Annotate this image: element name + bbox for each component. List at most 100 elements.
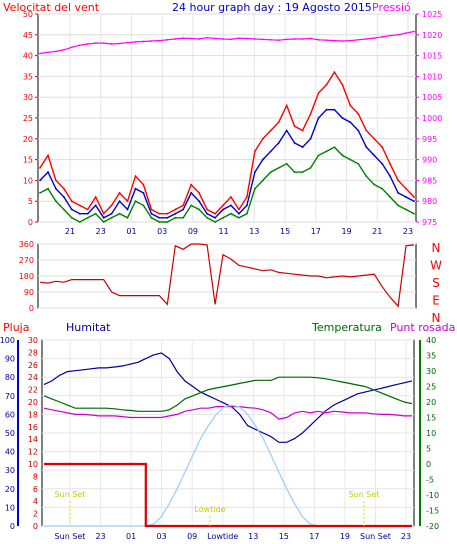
series-point (285, 162, 288, 165)
humidity-tick-label: 60 (5, 410, 15, 419)
x-tick-label: 23 (96, 227, 106, 236)
series-point (341, 117, 344, 119)
series-point (142, 183, 145, 186)
x-tick-label: 21 (65, 227, 75, 236)
y-right-tick-label: 1005 (422, 93, 442, 102)
series-point (373, 37, 376, 39)
series-point (198, 208, 201, 211)
temp-tick-label: 40 (426, 336, 436, 345)
y-right-tick-label: 1025 (422, 10, 442, 19)
series-point (134, 200, 137, 203)
humidity-tick-label: 80 (5, 373, 15, 382)
series-point (309, 167, 312, 169)
series-point (397, 204, 399, 207)
series-point (78, 204, 81, 207)
series-point (389, 162, 391, 165)
y-tick-label: 50 (23, 10, 33, 19)
dir-tick-label: 180 (19, 272, 34, 281)
x-tick-label: 17 (311, 227, 321, 236)
series-point (405, 208, 407, 211)
series-point (261, 158, 264, 161)
series-point (206, 36, 209, 39)
x-tick-label: 23 (403, 227, 413, 236)
series-point (349, 104, 352, 107)
series-point (341, 154, 344, 157)
series-point (134, 175, 137, 178)
annotation-label: Sun Set (349, 490, 380, 499)
clim-x-tick-label: 19 (340, 532, 350, 541)
series-point (238, 212, 240, 215)
series-point (261, 179, 264, 182)
y-tick-label: 45 (23, 31, 33, 40)
climate-line-1 (43, 376, 413, 412)
series-point (47, 154, 49, 157)
series-point (182, 216, 185, 219)
series-point (118, 42, 121, 45)
rain-tick-label: 6 (33, 485, 38, 494)
series-point (102, 221, 105, 223)
clim-x-tick-label: Sun Set (360, 532, 391, 541)
series-point (341, 40, 344, 42)
series-point (261, 38, 264, 41)
series-point (63, 48, 65, 51)
x-tick-label: 13 (249, 227, 259, 236)
humidity-tick-label: 0 (10, 522, 15, 531)
series-point (174, 208, 177, 211)
series-point (47, 187, 49, 190)
series-line-0 (39, 70, 415, 215)
temp-tick-label: 20 (426, 398, 436, 407)
series-point (357, 112, 360, 115)
series-point (397, 179, 399, 182)
humidity-tick-label: 40 (5, 448, 15, 457)
direction-series-group (39, 243, 415, 308)
series-point (214, 37, 217, 40)
series-point (317, 117, 320, 119)
series-point (325, 150, 328, 153)
y-right-tick-label: 1020 (422, 31, 442, 40)
series-point (285, 104, 288, 107)
series-point (254, 171, 256, 174)
y-tick-label: 15 (23, 156, 33, 165)
series-point (293, 171, 296, 174)
series-point (110, 43, 113, 45)
direction-letter: N (432, 311, 441, 325)
y-tick-label: 5 (28, 197, 33, 206)
series-point (47, 171, 49, 174)
x-tick-label: 21 (372, 227, 382, 236)
clim-x-tick-label: 23 (401, 532, 411, 541)
series-point (246, 196, 248, 198)
series-point (301, 171, 304, 174)
series-point (78, 212, 81, 215)
y-right-tick-label: 1000 (422, 114, 442, 123)
rain-line (44, 462, 412, 528)
series-point (174, 216, 177, 219)
series-point (70, 208, 73, 211)
series-point (309, 137, 312, 140)
series-line-1 (39, 108, 415, 219)
clim-x-tick-label: 13 (248, 532, 258, 541)
rain-tick-label: 14 (28, 435, 38, 444)
climate-line-0 (43, 352, 413, 443)
series-point (269, 171, 272, 174)
rain-tick-label: 28 (28, 348, 38, 357)
series-point (102, 212, 105, 215)
humidity-title: Humitat (66, 321, 111, 334)
clim-x-tick-label: 23 (95, 532, 105, 541)
temp-tick-label: -10 (426, 491, 439, 500)
series-point (222, 216, 224, 219)
x-tick-label: 11 (219, 227, 229, 236)
temp-tick-label: 35 (426, 352, 436, 361)
rain-tick-label: 24 (28, 373, 38, 382)
series-point (222, 208, 224, 211)
wind-series-group (39, 30, 415, 223)
wind-speed-title: Velocitat del vent (3, 1, 100, 14)
temperature-title: Temperatura (311, 321, 382, 334)
direction-letter: N (432, 241, 441, 255)
series-point (150, 40, 153, 42)
series-point (405, 187, 407, 190)
series-point (158, 216, 161, 219)
series-point (198, 38, 201, 40)
x-tick-label: 03 (157, 227, 167, 236)
series-point (277, 39, 280, 42)
series-point (365, 175, 368, 178)
